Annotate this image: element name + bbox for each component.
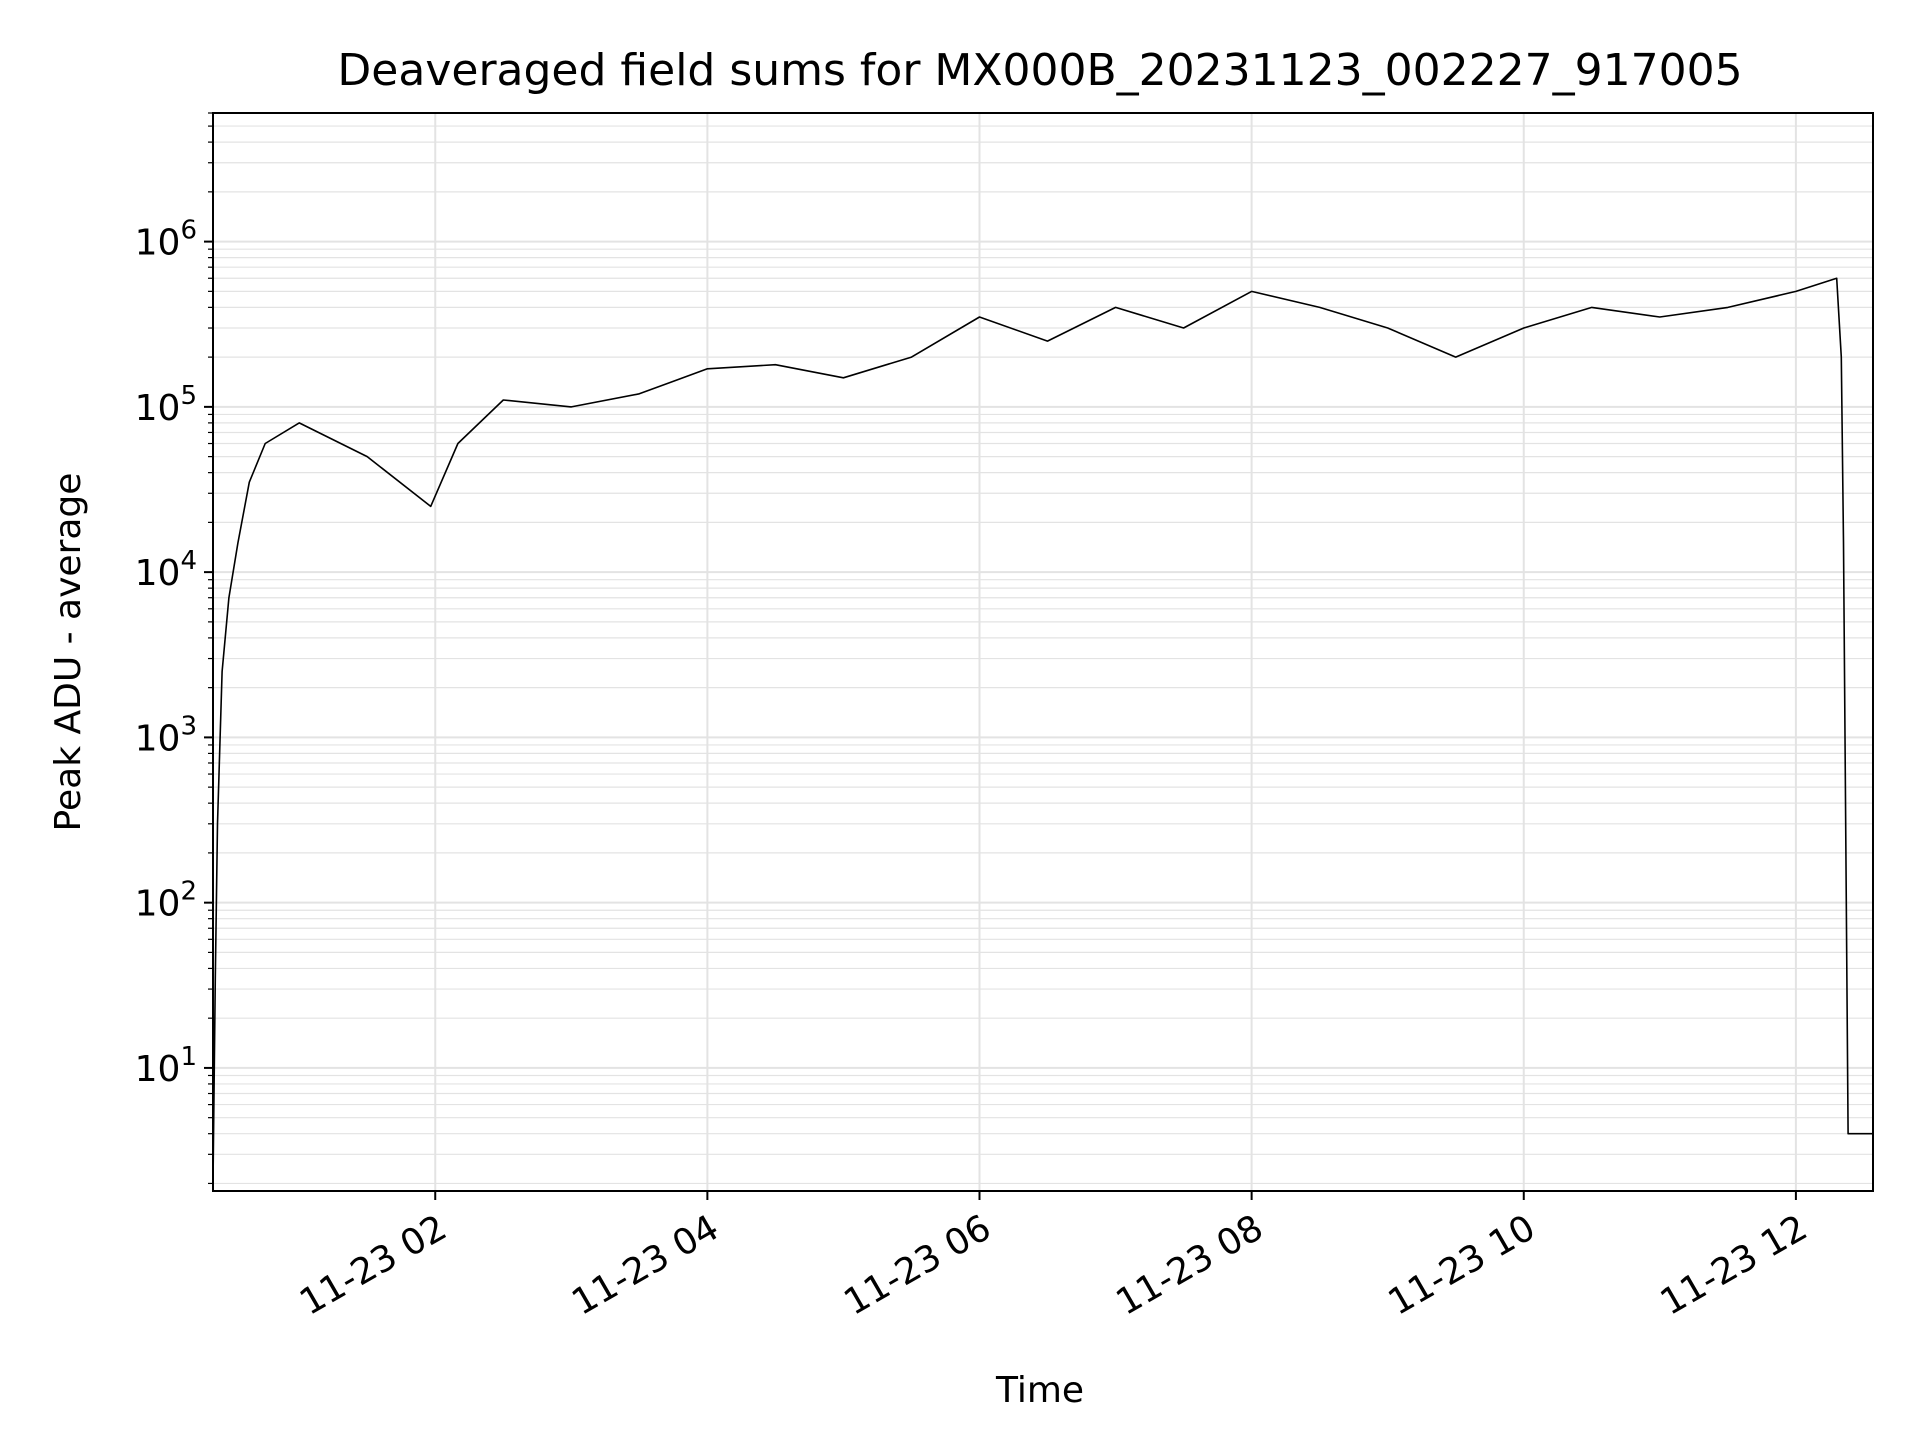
y-tick-label: 104 <box>135 546 197 594</box>
series-layer <box>212 277 1873 1184</box>
y-tick-label: 103 <box>135 711 197 759</box>
y-tick-label: 106 <box>135 216 197 264</box>
y-axis-label: Peak ADU - average <box>48 473 89 832</box>
chart-title: Deaveraged field sums for MX000B_2023112… <box>337 45 1742 96</box>
plot-area <box>212 112 1874 1192</box>
y-tick-label: 105 <box>135 381 197 429</box>
y-tick-label: 102 <box>135 877 197 925</box>
y-tick-label: 101 <box>135 1042 197 1090</box>
x-axis-label: Time <box>995 1370 1084 1411</box>
grid-lines <box>213 112 1873 1191</box>
series-line <box>212 277 1873 1184</box>
